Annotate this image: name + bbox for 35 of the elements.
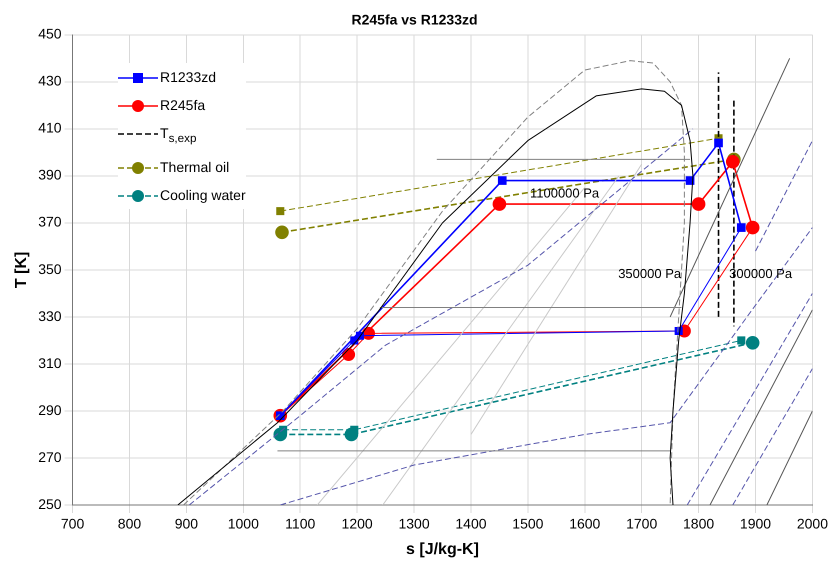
legend-label: R1233zd [160,69,216,85]
y-tick-label: 430 [38,72,62,89]
x-tick-label: 900 [174,515,198,532]
x-tick-label: 1200 [342,515,373,532]
y-tick-label: 330 [38,308,62,324]
x-tick-label: 700 [60,515,84,532]
annotation: 350000 Pa [618,266,682,282]
y-tick-label: 450 [38,26,62,42]
y-tick-label: 350 [38,260,62,277]
x-tick-label: 1400 [455,515,487,532]
y-tick-label: 290 [38,402,62,418]
x-tick-label: 1000 [228,515,260,532]
legend-label: Thermal oil [160,158,230,175]
y-tick-label: 270 [38,448,62,465]
x-tick-label: 1900 [740,515,772,532]
y-tick-label: 410 [38,120,62,136]
x-tick-label: 1600 [569,515,601,532]
legend-label: T$_{s,exp}$ [160,125,196,145]
x-tick-label: 800 [118,515,142,532]
x-tick-label: 1100 [285,515,316,532]
chart-title: R245fa vs R1233zd [351,11,478,28]
x-axis-title: s [J/kg-K] [406,540,479,558]
y-axis-title: T [K] [13,252,30,288]
y-tick-label: 370 [38,214,62,230]
y-tick-label: 250 [38,496,62,512]
y-tick-label: 390 [38,166,62,183]
legend-label: Cooling water [160,186,246,203]
annotation: 1100000 Pa [530,185,600,200]
x-tick-label: 1300 [398,515,430,532]
x-tick-label: 2000 [796,515,828,532]
x-tick-label: 1800 [683,515,714,532]
y-tick-label: 310 [38,354,62,371]
x-tick-label: 1700 [626,515,658,532]
x-tick-label: 1500 [512,515,544,532]
legend-label: R245fa [160,97,206,113]
